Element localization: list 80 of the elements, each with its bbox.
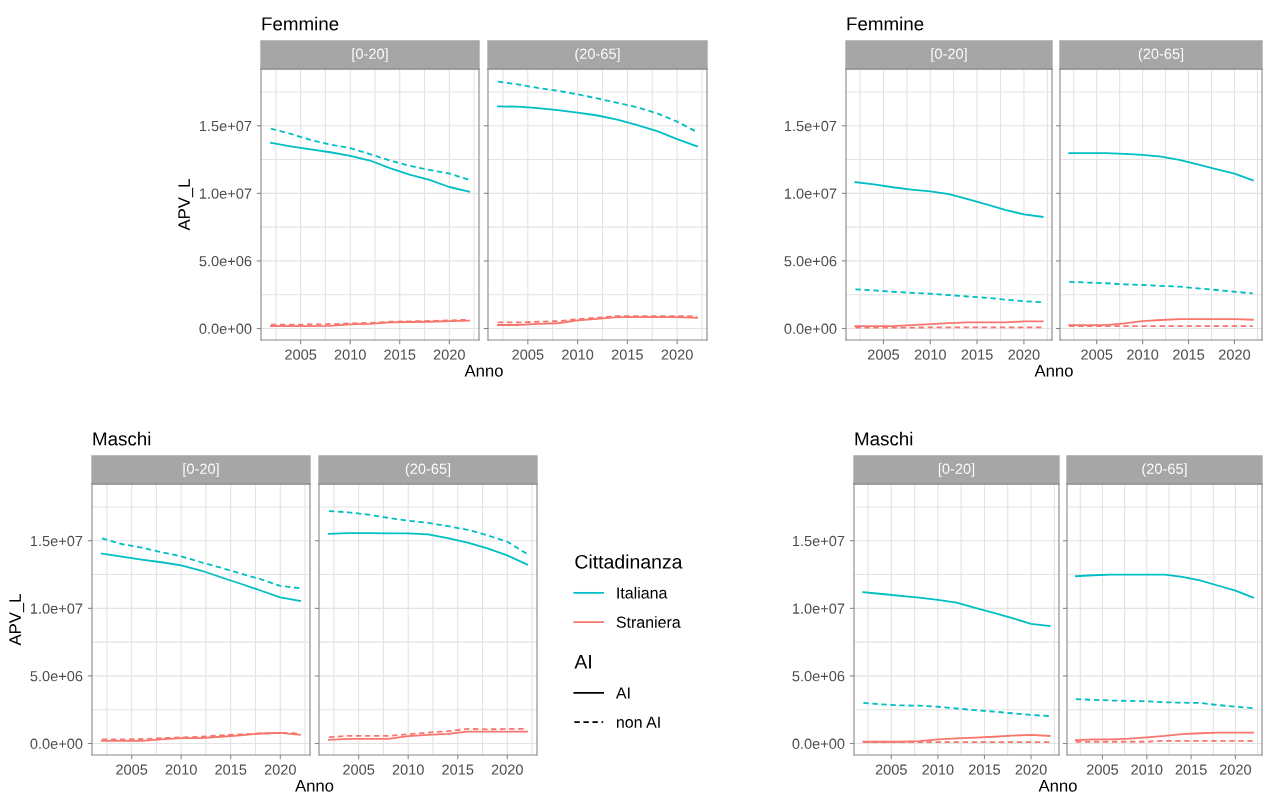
legend-title: AI <box>574 655 591 669</box>
x-tick-label: 2005 <box>1086 764 1119 775</box>
x-axis-title: Anno <box>1038 780 1077 792</box>
chart-subtitle: [0-20] <box>183 463 219 477</box>
y-tick-label: 0.0e+00 <box>199 323 252 334</box>
chart-subtitle: (20-65] <box>1142 463 1187 477</box>
x-axis-title: Anno <box>464 365 503 377</box>
x-tick-label: 2010 <box>165 764 197 775</box>
x-tick-label: 2005 <box>343 764 375 775</box>
legend-label: AI <box>615 687 630 699</box>
line-series <box>862 591 1051 627</box>
x-tick-label: 2005 <box>867 349 900 360</box>
legend-label: non AI <box>616 716 660 728</box>
y-tick-label: 1.0e+07 <box>792 603 845 614</box>
line-series <box>101 552 301 602</box>
legend-title: Cittadinanza <box>575 554 683 569</box>
y-tick-label: 1.0e+07 <box>30 603 83 614</box>
chart-subtitle: [0-20] <box>938 463 975 477</box>
x-tick-label: 2015 <box>1173 349 1205 360</box>
y-axis-title: APV_L <box>9 594 25 646</box>
y-tick-label: 5.0e+06 <box>30 671 83 682</box>
x-tick-label: 2015 <box>1175 764 1207 775</box>
chart-subtitle: (20-65] <box>1138 48 1184 62</box>
chart-title: Femmine <box>262 16 339 31</box>
x-tick-label: 2015 <box>442 764 474 775</box>
chart-title: Maschi <box>93 431 151 446</box>
x-tick-label: 2015 <box>215 764 247 775</box>
line-series <box>270 127 470 181</box>
x-tick-label: 2020 <box>1008 349 1040 360</box>
chart-title: Maschi <box>855 431 913 446</box>
line-series <box>854 181 1044 218</box>
x-tick-label: 2005 <box>512 349 544 360</box>
x-tick-label: 2020 <box>1219 764 1252 775</box>
x-tick-label: 2005 <box>116 764 148 775</box>
x-tick-label: 2005 <box>1081 349 1113 360</box>
x-tick-label: 2005 <box>875 764 907 775</box>
line-series <box>862 702 1051 717</box>
chart-subtitle: (20-65] <box>405 463 451 477</box>
legend-label: Italiana <box>617 586 668 599</box>
y-tick-label: 1.0e+07 <box>784 188 837 199</box>
x-tick-label: 2015 <box>384 349 416 360</box>
chart-title: Femmine <box>847 16 924 31</box>
y-tick-label: 5.0e+06 <box>792 671 845 682</box>
x-tick-label: 2010 <box>922 764 954 775</box>
y-tick-label: 1.5e+07 <box>30 535 83 547</box>
y-tick-label: 1.0e+07 <box>199 188 252 199</box>
x-tick-label: 2015 <box>961 349 993 360</box>
chart-subtitle: [0-20] <box>931 48 967 62</box>
line-series <box>854 288 1044 304</box>
x-tick-label: 2020 <box>491 764 523 775</box>
line-series <box>270 141 470 193</box>
chart-subtitle: (20-65] <box>575 48 620 62</box>
x-tick-label: 2010 <box>334 349 366 360</box>
y-tick-label: 0.0e+00 <box>30 738 83 749</box>
x-tick-label: 2010 <box>562 349 594 360</box>
legend-label: Straniera <box>616 616 681 628</box>
y-tick-label: 1.5e+07 <box>784 120 837 132</box>
x-tick-label: 2020 <box>661 349 693 360</box>
x-tick-label: 2015 <box>611 349 643 360</box>
y-tick-label: 1.5e+07 <box>792 535 845 547</box>
x-tick-label: 2010 <box>1131 764 1163 775</box>
x-tick-label: 2010 <box>392 764 424 775</box>
x-tick-label: 2010 <box>1127 349 1159 360</box>
x-axis-title: Anno <box>295 780 334 792</box>
y-tick-label: 5.0e+06 <box>199 256 252 267</box>
y-tick-label: 0.0e+00 <box>784 323 837 334</box>
x-tick-label: 2020 <box>264 764 296 775</box>
y-tick-label: 0.0e+00 <box>792 738 845 749</box>
y-axis-title: APV_L <box>178 179 194 231</box>
y-tick-label: 1.5e+07 <box>199 120 252 132</box>
line-series <box>101 537 301 590</box>
x-tick-label: 2005 <box>285 349 317 360</box>
x-tick-label: 2015 <box>968 764 1001 775</box>
x-tick-label: 2010 <box>914 349 946 360</box>
y-tick-label: 5.0e+06 <box>784 256 837 267</box>
x-tick-label: 2020 <box>1015 764 1047 775</box>
x-tick-label: 2020 <box>433 349 465 360</box>
chart-subtitle: [0-20] <box>352 48 388 62</box>
x-axis-title: Anno <box>1034 365 1073 377</box>
x-tick-label: 2020 <box>1218 349 1251 360</box>
